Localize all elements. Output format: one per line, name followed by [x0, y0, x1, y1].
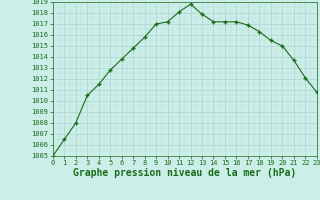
X-axis label: Graphe pression niveau de la mer (hPa): Graphe pression niveau de la mer (hPa)	[73, 168, 296, 178]
